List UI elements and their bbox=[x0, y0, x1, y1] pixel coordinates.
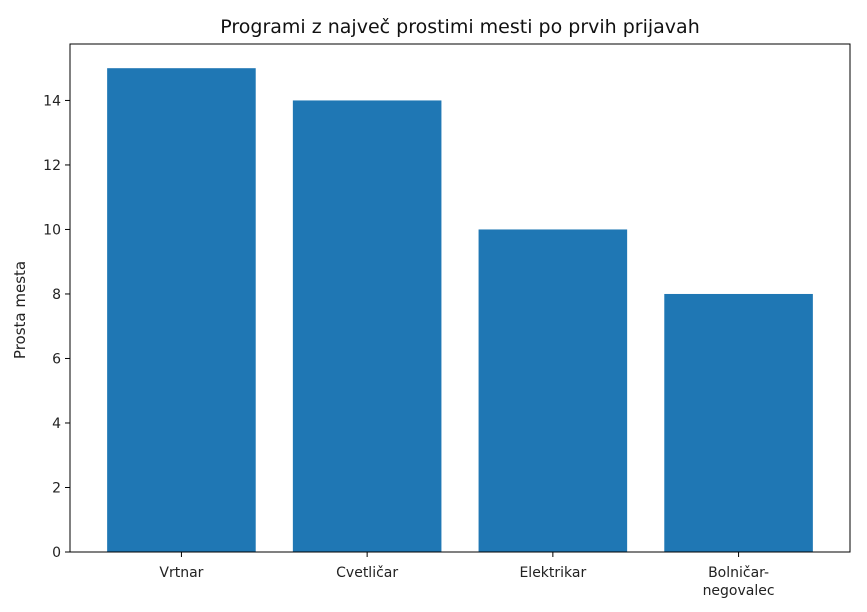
x-tick-label: Bolničar- bbox=[708, 565, 769, 581]
y-tick-label: 6 bbox=[52, 351, 61, 367]
y-tick-label: 0 bbox=[52, 545, 61, 561]
chart-title: Programi z največ prostimi mesti po prvi… bbox=[220, 16, 699, 38]
x-tick-label: Elektrikar bbox=[519, 565, 586, 581]
plot-frame bbox=[69, 43, 851, 553]
y-axis-label: Prosta mesta bbox=[11, 261, 29, 359]
y-tick-label: 4 bbox=[52, 416, 61, 432]
bar-1 bbox=[292, 100, 442, 552]
x-tick-label: negovalec bbox=[703, 583, 775, 599]
x-tick-label: Cvetličar bbox=[336, 565, 398, 581]
x-axis-ticks: Vrtnar Cvetličar Elektrikar Bolničar-negova… bbox=[159, 552, 775, 599]
y-tick-label: 10 bbox=[43, 222, 61, 238]
y-axis-ticks: 0 2 4 6 8 10 12 14 bbox=[43, 93, 70, 561]
bar-3 bbox=[664, 293, 813, 552]
bars-group bbox=[107, 68, 813, 552]
y-tick-label: 14 bbox=[43, 93, 61, 109]
x-tick-label: Vrtnar bbox=[159, 565, 203, 581]
y-tick-label: 2 bbox=[52, 480, 61, 496]
y-tick-label: 12 bbox=[43, 158, 61, 174]
bar-0 bbox=[107, 68, 256, 552]
y-tick-label: 8 bbox=[52, 287, 61, 303]
bar-2 bbox=[478, 229, 628, 552]
